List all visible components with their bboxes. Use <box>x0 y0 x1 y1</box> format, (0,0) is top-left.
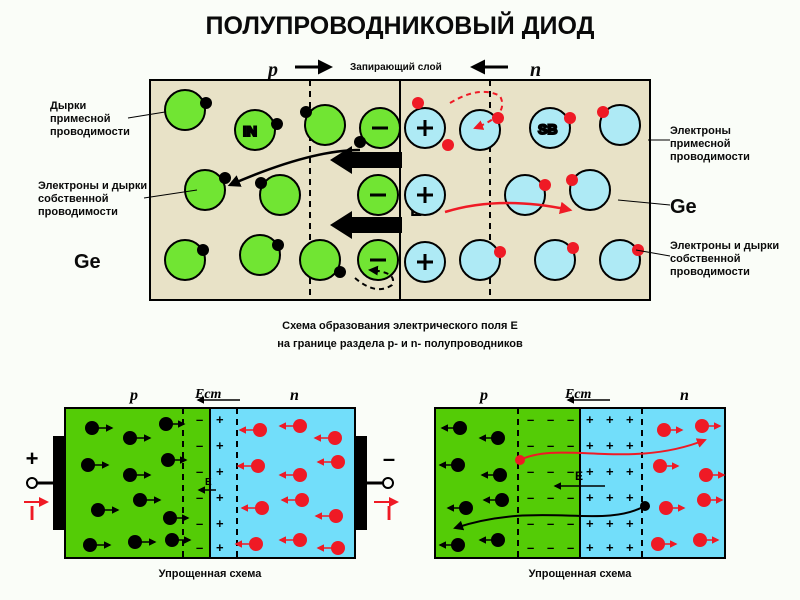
svg-text:–: – <box>547 438 554 453</box>
svg-text:+: + <box>216 464 224 479</box>
svg-text:–: – <box>527 412 534 427</box>
svg-text:–: – <box>567 412 574 427</box>
svg-text:I: I <box>386 503 392 525</box>
svg-text:–: – <box>567 490 574 505</box>
svg-text:+: + <box>586 412 594 427</box>
right-caption: Упрощенная схема <box>435 568 725 580</box>
svg-text:–: – <box>567 516 574 531</box>
svg-text:E: E <box>575 469 583 483</box>
svg-text:–: – <box>527 438 534 453</box>
svg-text:p: p <box>478 387 488 404</box>
svg-text:n: n <box>680 387 689 404</box>
svg-text:+: + <box>216 438 224 453</box>
svg-text:–: – <box>196 412 203 427</box>
svg-text:+: + <box>606 438 614 453</box>
svg-text:–: – <box>527 490 534 505</box>
svg-text:–: – <box>196 540 203 555</box>
svg-text:+: + <box>626 438 634 453</box>
left-caption: Упрощенная схема <box>65 568 355 580</box>
svg-text:+: + <box>216 516 224 531</box>
svg-text:E: E <box>205 477 212 488</box>
svg-text:–: – <box>527 540 534 555</box>
svg-text:–: – <box>567 464 574 479</box>
svg-text:–: – <box>196 464 203 479</box>
svg-text:+: + <box>606 464 614 479</box>
svg-text:–: – <box>383 446 395 471</box>
svg-text:+: + <box>606 540 614 555</box>
svg-text:–: – <box>547 464 554 479</box>
svg-text:+: + <box>626 490 634 505</box>
svg-text:n: n <box>290 387 299 404</box>
svg-text:–: – <box>547 516 554 531</box>
svg-text:+: + <box>626 464 634 479</box>
svg-text:+: + <box>216 412 224 427</box>
svg-text:–: – <box>547 540 554 555</box>
svg-text:–: – <box>567 540 574 555</box>
svg-text:+: + <box>586 464 594 479</box>
svg-text:+: + <box>216 490 224 505</box>
svg-text:+: + <box>606 412 614 427</box>
svg-text:I: I <box>29 503 35 525</box>
svg-text:IN: IN <box>243 123 257 139</box>
svg-text:–: – <box>527 516 534 531</box>
svg-text:SB: SB <box>538 121 557 137</box>
svg-text:–: – <box>567 438 574 453</box>
svg-text:+: + <box>626 412 634 427</box>
svg-text:+: + <box>626 540 634 555</box>
svg-text:–: – <box>547 490 554 505</box>
svg-text:+: + <box>606 516 614 531</box>
svg-text:+: + <box>26 446 39 471</box>
svg-text:+: + <box>586 540 594 555</box>
svg-text:+: + <box>626 516 634 531</box>
svg-text:–: – <box>547 412 554 427</box>
svg-text:+: + <box>216 540 224 555</box>
svg-text:p: p <box>128 387 138 404</box>
svg-text:+: + <box>586 516 594 531</box>
main-diagram: E IN SB <box>0 0 800 600</box>
svg-text:+: + <box>586 490 594 505</box>
svg-text:+: + <box>586 438 594 453</box>
svg-text:–: – <box>196 516 203 531</box>
svg-text:–: – <box>196 490 203 505</box>
svg-text:+: + <box>606 490 614 505</box>
svg-text:–: – <box>196 438 203 453</box>
svg-text:–: – <box>527 464 534 479</box>
